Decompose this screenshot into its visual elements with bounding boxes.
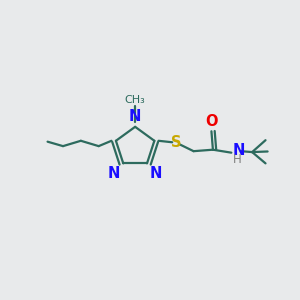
Text: O: O (205, 115, 218, 130)
Text: N: N (232, 143, 245, 158)
Text: N: N (108, 167, 120, 182)
Text: CH₃: CH₃ (125, 95, 146, 105)
Text: N: N (129, 110, 141, 124)
Text: N: N (150, 167, 162, 182)
Text: H: H (232, 153, 241, 166)
Text: S: S (170, 135, 181, 150)
